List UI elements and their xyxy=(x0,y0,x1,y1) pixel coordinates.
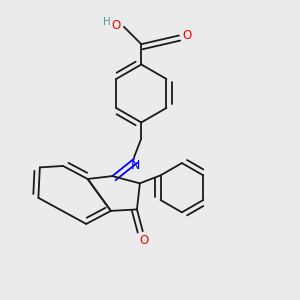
Text: N: N xyxy=(131,159,140,172)
Text: O: O xyxy=(182,29,191,42)
Text: O: O xyxy=(140,234,149,247)
Text: O: O xyxy=(112,19,121,32)
Text: H: H xyxy=(103,17,111,27)
